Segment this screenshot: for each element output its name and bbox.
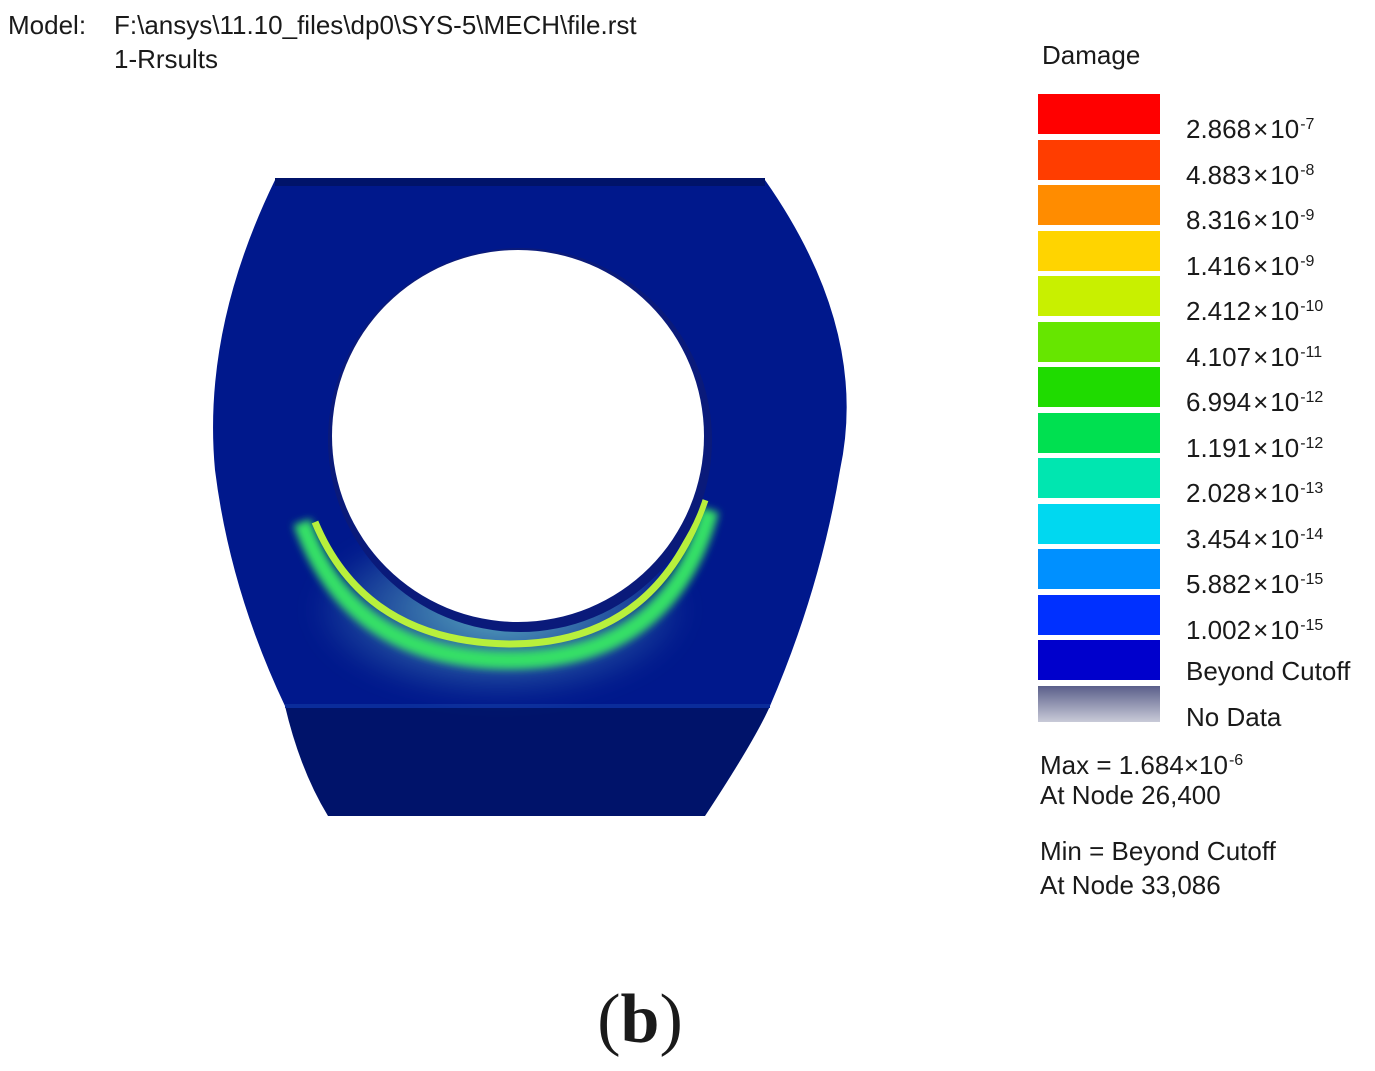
top-face xyxy=(275,178,765,186)
panel-label: (b) xyxy=(597,981,683,1058)
legend-label: 1.416×10-9 xyxy=(1186,250,1315,281)
legend-swatch xyxy=(1038,139,1160,180)
legend-label: 8.316×10-9 xyxy=(1186,205,1315,235)
base-block xyxy=(285,706,770,816)
legend-swatch xyxy=(1038,458,1160,498)
max-node: At Node 26,400 xyxy=(1040,780,1221,810)
max-mantissa: 1.684 xyxy=(1118,750,1184,780)
legend-swatch xyxy=(1038,549,1160,589)
max-value: Max = 1.684×10-6 xyxy=(1040,744,1243,782)
legend-swatch xyxy=(1038,185,1160,225)
center-hole xyxy=(332,250,704,622)
legend-label-beyond-cutoff: Beyond Cutoff xyxy=(1186,656,1351,686)
legend-label: 6.994×10-12 xyxy=(1186,387,1324,417)
legend-label: 2.412×10-10 xyxy=(1186,296,1324,326)
legend-label: 5.882×10-15 xyxy=(1186,569,1324,599)
legend-swatch xyxy=(1038,321,1160,362)
damage-ring-inner xyxy=(311,498,709,648)
legend-title: Damage xyxy=(1042,40,1141,70)
legend-label: 1.191×10-12 xyxy=(1186,432,1324,463)
legend-swatch xyxy=(1038,503,1160,544)
legend-swatch xyxy=(1038,276,1160,316)
legend-swatch xyxy=(1038,230,1160,271)
legend-label: 3.454×10-14 xyxy=(1186,523,1324,554)
model-file-path: F:\ansys\11.10_files\dp0\SYS-5\MECH\file… xyxy=(114,10,637,40)
model-path-line: Model: F:\ansys\11.10_files\dp0\SYS-5\MEC… xyxy=(8,8,637,42)
exponent-base: 10 xyxy=(1199,750,1228,780)
fea-model-view xyxy=(213,178,847,816)
legend-label: 4.107×10-11 xyxy=(1186,341,1323,372)
min-value: Min = Beyond Cutoff xyxy=(1040,836,1276,866)
damage-ring-outer xyxy=(293,507,719,670)
max-exponent: -6 xyxy=(1228,752,1244,769)
legend-label: 4.883×10-8 xyxy=(1186,159,1315,190)
legend-label-no-data: No Data xyxy=(1186,701,1282,732)
max-prefix: Max = xyxy=(1040,750,1119,780)
legend-label: 1.002×10-15 xyxy=(1186,614,1324,645)
legend-swatch xyxy=(1038,412,1160,453)
legend-swatch-no-data xyxy=(1038,685,1160,722)
legend-label: 2.028×10-13 xyxy=(1186,478,1324,508)
results-name: 1-Rrsults xyxy=(114,44,219,74)
model-label: Model: xyxy=(8,10,87,40)
legend-swatch xyxy=(1038,367,1160,407)
legend-swatch xyxy=(1038,94,1160,134)
legend-label: 2.868×10-7 xyxy=(1186,114,1315,144)
body-base-seam xyxy=(285,704,770,708)
legend-swatch xyxy=(1038,640,1160,680)
times-symbol: × xyxy=(1183,750,1200,780)
min-node: At Node 33,086 xyxy=(1040,870,1221,900)
legend-swatch xyxy=(1038,594,1160,635)
